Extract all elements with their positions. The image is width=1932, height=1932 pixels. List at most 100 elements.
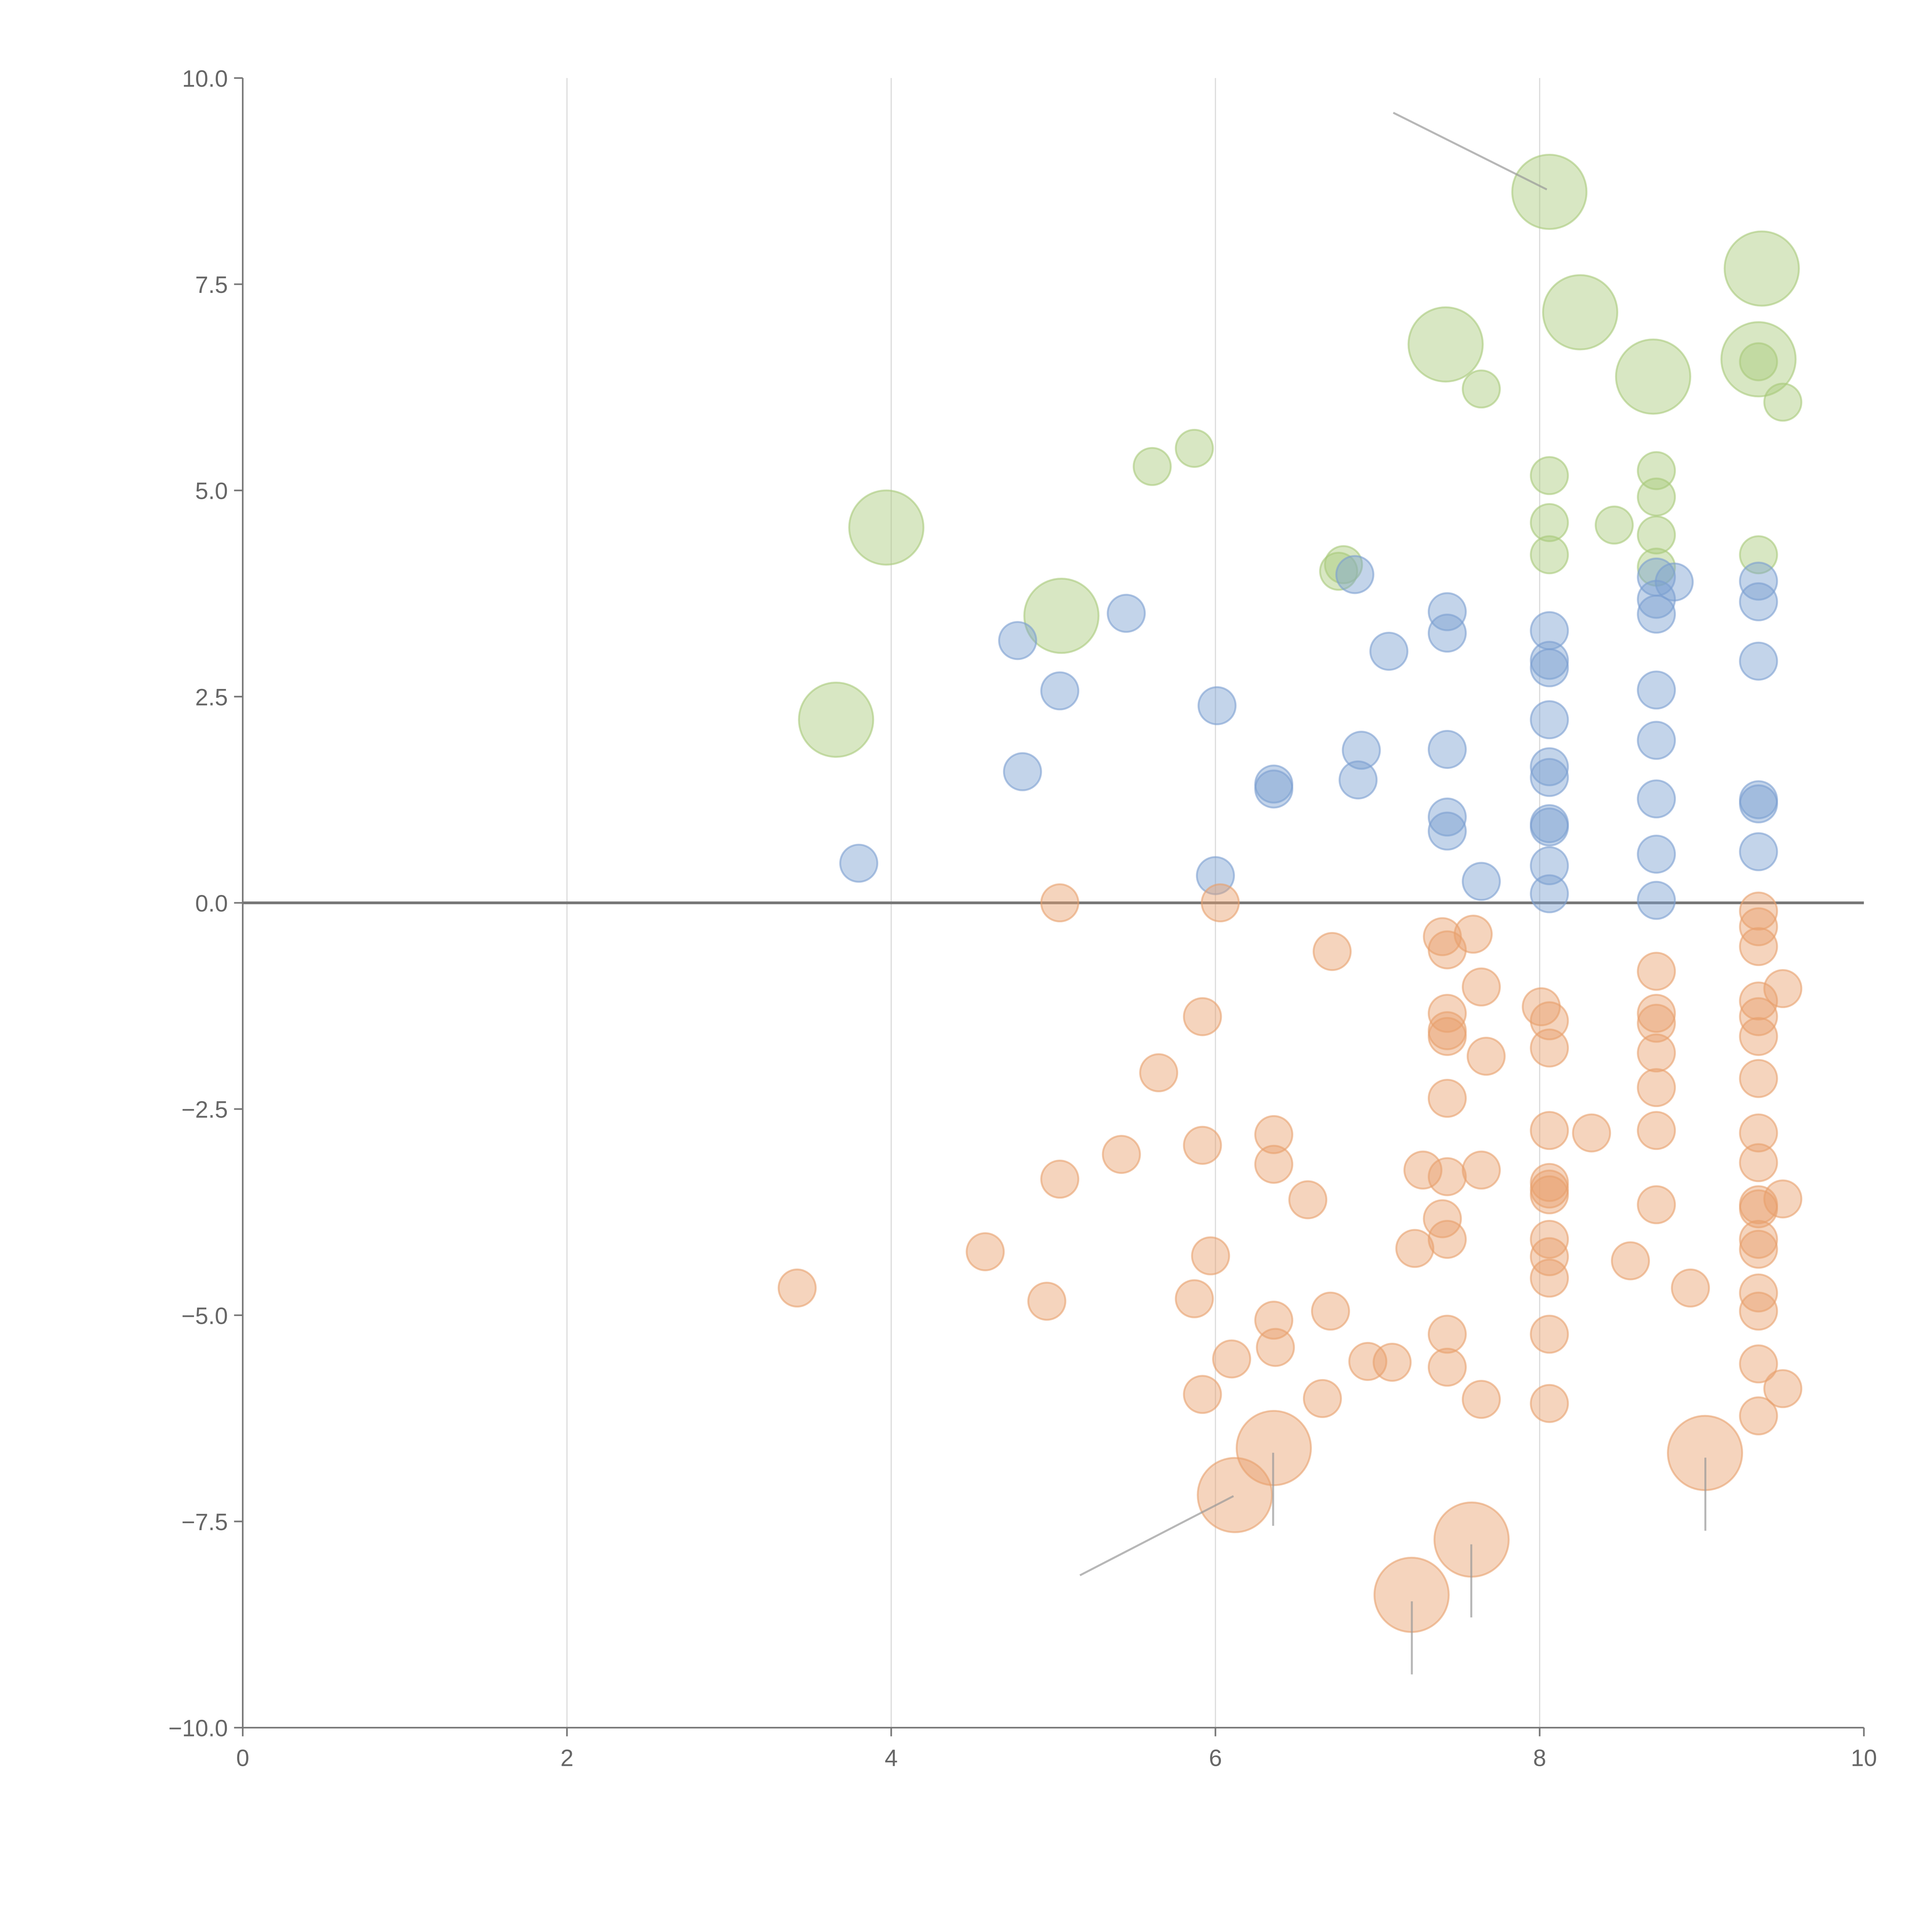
point-green <box>1511 153 1588 230</box>
y-tick-label: 0.0 <box>195 890 228 917</box>
point-blue <box>1254 769 1294 809</box>
point-green <box>1637 515 1676 554</box>
point-orange <box>1201 883 1240 923</box>
point-blue <box>1637 779 1676 819</box>
point-orange <box>1462 1380 1501 1419</box>
x-tick: 6 <box>1209 1728 1222 1771</box>
point-orange <box>1739 997 1778 1036</box>
point-orange <box>1739 907 1778 946</box>
x-tick-label: 10 <box>1851 1745 1877 1771</box>
y-tick: −5.0 <box>182 1303 243 1329</box>
y-tick-label: −5.0 <box>182 1303 228 1329</box>
point-green <box>1637 477 1676 517</box>
point-blue <box>1427 798 1467 837</box>
point-orange <box>1572 1113 1611 1153</box>
point-orange <box>1530 1315 1569 1354</box>
point-orange <box>1311 1291 1350 1331</box>
y-tick-label: −7.5 <box>182 1509 228 1535</box>
x-tick-label: 6 <box>1209 1745 1222 1771</box>
point-green <box>1319 551 1358 591</box>
point-blue <box>1530 807 1569 847</box>
point-green <box>1175 429 1214 468</box>
point-orange <box>1427 1315 1467 1354</box>
y-tick-label: −2.5 <box>182 1097 228 1123</box>
point-orange <box>1427 1017 1467 1056</box>
point-green <box>1133 447 1172 486</box>
point-blue <box>1530 747 1569 786</box>
point-orange <box>1027 1282 1066 1321</box>
point-green <box>798 682 874 758</box>
annotation-leader-lines <box>1079 112 1707 1675</box>
point-orange <box>777 1268 817 1308</box>
point-orange <box>1256 1328 1295 1367</box>
y-tick-label: 2.5 <box>195 684 228 710</box>
point-orange <box>1197 1457 1273 1533</box>
point-blue <box>1637 594 1676 634</box>
x-tick: 0 <box>236 1728 249 1771</box>
point-orange <box>1183 1126 1222 1165</box>
point-blue <box>1338 760 1378 799</box>
point-orange <box>1739 1189 1778 1228</box>
y-tick: 7.5 <box>195 272 243 298</box>
point-blue <box>1342 731 1381 770</box>
point-blue <box>1530 758 1569 797</box>
leader-line <box>1393 112 1548 190</box>
y-tick-label: 5.0 <box>195 478 228 504</box>
point-orange <box>1763 1179 1803 1219</box>
point-orange <box>1530 1237 1569 1276</box>
point-orange <box>1530 1219 1569 1259</box>
point-orange <box>1427 1347 1467 1387</box>
point-orange <box>1739 891 1778 931</box>
points <box>777 153 1803 1633</box>
point-blue <box>1637 835 1676 874</box>
point-green <box>1542 274 1619 350</box>
point-orange <box>1739 927 1778 966</box>
y-tick: −7.5 <box>182 1509 243 1535</box>
point-blue <box>1739 784 1778 823</box>
point-orange <box>1183 997 1222 1036</box>
point-orange <box>1739 1143 1778 1182</box>
x-tick-label: 0 <box>236 1745 249 1771</box>
point-orange <box>1530 1111 1569 1150</box>
point-orange <box>1637 1003 1676 1043</box>
point-orange <box>1372 1343 1412 1382</box>
point-blue <box>1739 561 1778 601</box>
y-tick: −2.5 <box>182 1097 243 1123</box>
point-orange <box>1139 1053 1179 1092</box>
point-blue <box>1462 862 1501 901</box>
y-tick: 5.0 <box>195 478 243 504</box>
point-blue <box>1739 641 1778 681</box>
point-orange <box>1427 1219 1467 1259</box>
point-orange <box>1395 1229 1435 1268</box>
point-blue <box>1427 592 1467 631</box>
point-orange <box>1403 1150 1443 1190</box>
point-blue <box>1335 555 1374 594</box>
point-blue <box>1637 580 1676 619</box>
point-blue <box>1739 832 1778 871</box>
point-orange <box>1191 1236 1230 1276</box>
point-green <box>1407 306 1484 383</box>
point-orange <box>1739 1017 1778 1056</box>
point-orange <box>1739 981 1778 1021</box>
y-tick: 2.5 <box>195 684 243 710</box>
point-blue <box>1637 721 1676 760</box>
point-orange <box>1739 1230 1778 1269</box>
point-blue <box>1530 700 1569 740</box>
point-green <box>1739 342 1778 381</box>
point-orange <box>1739 1113 1778 1153</box>
point-orange <box>1611 1241 1650 1281</box>
point-orange <box>1637 1111 1676 1150</box>
x-tick: 2 <box>560 1728 573 1771</box>
point-orange <box>1637 952 1676 991</box>
point-orange <box>1530 1028 1569 1068</box>
point-green <box>1530 503 1569 542</box>
point-blue <box>1530 648 1569 687</box>
point-green <box>1615 338 1691 415</box>
point-green <box>1720 321 1797 398</box>
point-orange <box>1530 1384 1569 1423</box>
point-blue <box>839 844 878 883</box>
x-tick-label: 2 <box>560 1745 573 1771</box>
point-orange <box>1739 1291 1778 1331</box>
y-tick: −10.0 <box>168 1715 243 1742</box>
